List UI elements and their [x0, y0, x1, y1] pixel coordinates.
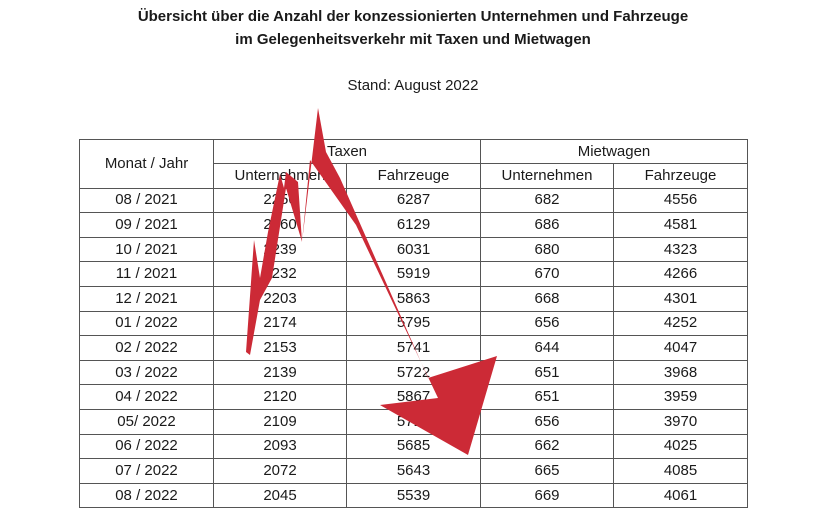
cell-taxi-f: 5795	[346, 310, 481, 337]
table-row: 07 / 2022 2072 5643 665 4085	[79, 458, 749, 484]
cell-taxi-u: 2250	[213, 187, 347, 214]
cell-miet-f: 4556	[612, 187, 749, 214]
cell-taxi-u: 2120	[213, 384, 347, 410]
cell-miet-u: 665	[480, 458, 614, 484]
cell-taxi-f: 6031	[346, 236, 481, 263]
table-row: 10 / 2021 2239 6031 680 4323	[79, 236, 749, 263]
cell-miet-f: 4266	[612, 261, 749, 287]
table-row: 12 / 2021 2203 5863 668 4301	[79, 285, 749, 312]
cell-miet-f: 4581	[612, 212, 749, 238]
cell-miet-u: 670	[480, 261, 614, 287]
cell-taxi-u: 2239	[213, 236, 347, 263]
cell-period: 05/ 2022	[79, 408, 214, 435]
table-row: 11 / 2021 2232 5919 670 4266	[79, 261, 749, 287]
cell-miet-f: 4323	[612, 236, 749, 263]
cell-miet-u: 682	[480, 187, 614, 214]
cell-period: 08 / 2022	[79, 482, 214, 508]
cell-taxi-u: 2072	[213, 458, 347, 484]
cell-taxi-f: 5643	[346, 458, 481, 484]
table-row: 05/ 2022 2109 5716 656 3970	[79, 408, 749, 435]
cell-miet-f: 4025	[612, 433, 749, 460]
table-body: 08 / 2021 2250 6287 682 4556 09 / 2021 2260 612…	[79, 187, 749, 508]
cell-miet-u: 680	[480, 236, 614, 263]
cell-miet-f: 4047	[612, 335, 749, 361]
cell-miet-u: 651	[480, 359, 614, 386]
table-row: 03 / 2022 2139 5722 651 3968	[79, 359, 749, 386]
header-taxi-fahrzeuge: Fahrzeuge	[346, 163, 481, 189]
header-group-mietwagen: Mietwagen	[479, 139, 749, 164]
cell-miet-f: 3970	[612, 408, 749, 435]
cell-taxi-f: 6287	[346, 187, 481, 214]
cell-miet-u: 662	[480, 433, 614, 460]
page-subtitle: im Gelegenheitsverkehr mit Taxen und Mie…	[235, 31, 591, 48]
cell-taxi-f: 5539	[346, 482, 481, 508]
cell-taxi-u: 2109	[213, 408, 347, 435]
cell-period: 12 / 2021	[79, 285, 214, 312]
table-row: 08 / 2021 2250 6287 682 4556	[79, 187, 749, 214]
cell-miet-u: 668	[480, 285, 614, 312]
table-row: 02 / 2022 2153 5741 644 4047	[79, 335, 749, 361]
cell-taxi-f: 5685	[346, 433, 481, 460]
cell-miet-u: 656	[480, 408, 614, 435]
cell-taxi-f: 5716	[346, 408, 481, 435]
cell-taxi-f: 5722	[346, 359, 481, 386]
cell-taxi-u: 2203	[213, 285, 347, 312]
cell-miet-f: 4085	[612, 458, 749, 484]
cell-taxi-u: 2045	[213, 482, 347, 508]
header-mietwagen-unternehmen: Unternehmen	[480, 163, 614, 189]
cell-period: 04 / 2022	[79, 384, 214, 410]
table-row: 09 / 2021 2260 6129 686 4581	[79, 212, 749, 238]
cell-period: 09 / 2021	[79, 212, 214, 238]
cell-taxi-u: 2093	[213, 433, 347, 460]
statistics-table: Monat / Jahr Taxen Mietwagen Unternehmen…	[79, 139, 749, 508]
cell-period: 06 / 2022	[79, 433, 214, 460]
table-row: 08 / 2022 2045 5539 669 4061	[79, 482, 749, 508]
cell-miet-f: 4301	[612, 285, 749, 312]
cell-period: 11 / 2021	[79, 261, 214, 287]
table-row: 06 / 2022 2093 5685 662 4025	[79, 433, 749, 460]
header-taxi-unternehmen: Unternehmen	[213, 163, 347, 189]
page-title: Übersicht über die Anzahl der konzession…	[137, 8, 689, 25]
cell-miet-f: 4252	[612, 310, 749, 337]
cell-miet-f: 3959	[612, 384, 749, 410]
cell-miet-f: 3968	[612, 359, 749, 386]
cell-period: 10 / 2021	[79, 236, 214, 263]
cell-taxi-f: 5863	[346, 285, 481, 312]
cell-taxi-u: 2174	[213, 310, 347, 337]
header-group-taxi: Taxen	[213, 139, 481, 164]
cell-taxi-f: 6129	[346, 212, 481, 238]
cell-taxi-f: 5741	[346, 335, 481, 361]
cell-period: 08 / 2021	[79, 187, 214, 214]
stand-date: Stand: August 2022	[347, 77, 479, 94]
cell-taxi-u: 2153	[213, 335, 347, 361]
cell-taxi-u: 2232	[213, 261, 347, 287]
cell-miet-f: 4061	[612, 482, 749, 508]
cell-period: 01 / 2022	[79, 310, 214, 337]
cell-taxi-u: 2260	[213, 212, 347, 238]
cell-period: 07 / 2022	[79, 458, 214, 484]
cell-miet-u: 656	[480, 310, 614, 337]
header-period: Monat / Jahr	[79, 139, 214, 189]
cell-miet-u: 686	[480, 212, 614, 238]
cell-taxi-u: 2139	[213, 359, 347, 386]
cell-taxi-f: 5919	[346, 261, 481, 287]
cell-period: 02 / 2022	[79, 335, 214, 361]
cell-period: 03 / 2022	[79, 359, 214, 386]
cell-taxi-f: 5867	[346, 384, 481, 410]
cell-miet-u: 669	[480, 482, 614, 508]
cell-miet-u: 651	[480, 384, 614, 410]
header-mietwagen-fahrzeuge: Fahrzeuge	[612, 163, 749, 189]
table-row: 04 / 2022 2120 5867 651 3959	[79, 384, 749, 410]
table-row: 01 / 2022 2174 5795 656 4252	[79, 310, 749, 337]
cell-miet-u: 644	[480, 335, 614, 361]
